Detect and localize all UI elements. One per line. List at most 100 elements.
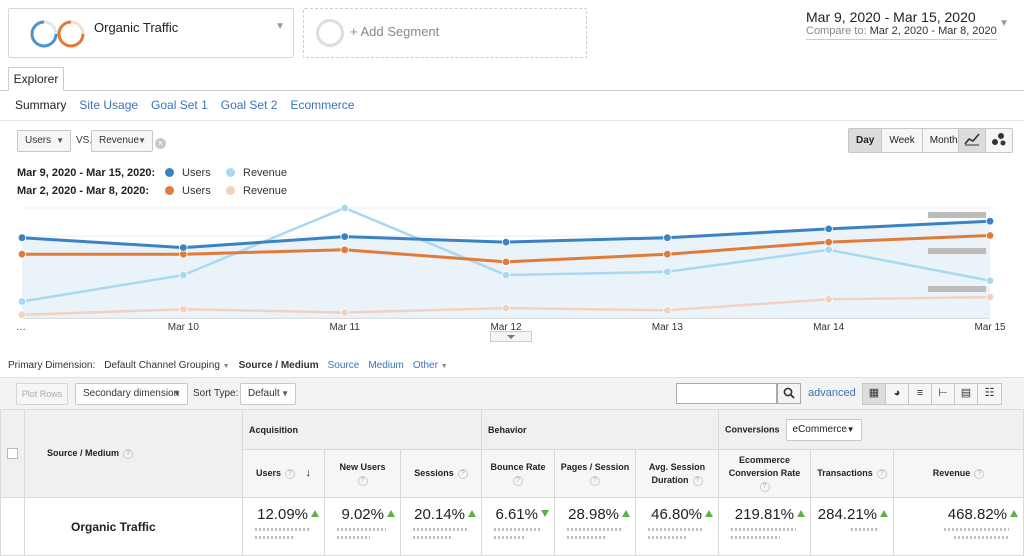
date-range-main[interactable]: Mar 9, 2020 - Mar 15, 2020 bbox=[806, 9, 976, 25]
metric1-select[interactable]: Users ▼ bbox=[17, 130, 71, 152]
chart-collapse-handle[interactable] bbox=[490, 331, 532, 343]
data-point bbox=[824, 224, 833, 234]
cell-pages-session: 28.98% bbox=[554, 497, 636, 556]
pivot-view-icon[interactable]: ☷ bbox=[978, 384, 1001, 404]
legend-revenue-current[interactable]: Revenue bbox=[226, 167, 287, 179]
add-segment-button[interactable]: + Add Segment bbox=[303, 8, 587, 58]
legend-users-current[interactable]: Users bbox=[165, 167, 211, 179]
col-users[interactable]: Users? ↓ bbox=[242, 449, 325, 498]
sort-down-icon: ↓ bbox=[305, 467, 312, 479]
help-icon[interactable]: ? bbox=[123, 449, 134, 459]
advanced-filter-link[interactable]: advanced bbox=[808, 387, 856, 399]
default-channel-grouping[interactable]: Default Channel Grouping ▼ bbox=[104, 360, 229, 371]
performance-view-icon[interactable]: ≡ bbox=[909, 384, 932, 404]
redacted-value bbox=[954, 536, 1009, 539]
data-point bbox=[501, 237, 511, 247]
col-transactions[interactable]: Transactions? bbox=[810, 449, 894, 498]
help-icon[interactable]: ? bbox=[692, 475, 703, 486]
col-avg-session-duration[interactable]: Avg. Session Duration? bbox=[635, 449, 719, 498]
date-range-compare[interactable]: Compare to: Mar 2, 2020 - Mar 8, 2020 bbox=[806, 25, 997, 40]
compare-prefix: Compare to: bbox=[806, 25, 867, 37]
dimension-source-medium[interactable]: Source / Medium bbox=[238, 360, 319, 371]
conversions-select[interactable]: eCommerce ▼ bbox=[785, 418, 862, 441]
plot-rows-button[interactable]: Plot Rows bbox=[16, 383, 68, 405]
cell-revenue: 468.82% bbox=[893, 497, 1024, 556]
table-view-icon[interactable]: ▦ bbox=[863, 384, 886, 404]
data-point bbox=[179, 270, 188, 280]
cell-ecommerce-conversion-rate: 219.81% bbox=[718, 497, 811, 556]
help-icon[interactable]: ? bbox=[357, 475, 368, 486]
row-spacer bbox=[0, 497, 25, 556]
col-pages-session[interactable]: Pages / Session? bbox=[554, 449, 636, 498]
col-bounce-rate[interactable]: Bounce Rate? bbox=[481, 449, 555, 498]
divider bbox=[0, 120, 1024, 121]
line-chart-button[interactable] bbox=[959, 129, 986, 152]
data-point bbox=[663, 267, 672, 276]
table-search-input[interactable] bbox=[676, 383, 777, 404]
col-new-users[interactable]: New Users? bbox=[324, 449, 401, 498]
month-button[interactable]: Month bbox=[922, 129, 965, 152]
pct-change: 28.98% bbox=[568, 506, 619, 523]
tab-explorer[interactable]: Explorer bbox=[8, 67, 64, 91]
search-button[interactable] bbox=[777, 383, 801, 404]
dimension-header-label: Source / Medium bbox=[47, 448, 120, 458]
segment-organic-traffic[interactable]: Organic Traffic ▼ bbox=[8, 8, 294, 58]
help-icon[interactable]: ? bbox=[457, 469, 468, 479]
col-revenue[interactable]: Revenue? bbox=[893, 449, 1024, 498]
help-icon[interactable]: ? bbox=[759, 482, 770, 492]
day-button[interactable]: Day bbox=[849, 129, 883, 152]
motion-chart-button[interactable] bbox=[986, 129, 1012, 152]
redacted-value bbox=[944, 528, 1009, 531]
help-icon[interactable]: ? bbox=[974, 469, 985, 479]
chevron-down-icon[interactable]: ▼ bbox=[275, 21, 285, 32]
arrow-up-icon bbox=[622, 510, 630, 517]
help-icon[interactable]: ? bbox=[876, 469, 887, 479]
chevron-down-icon[interactable]: ▼ bbox=[999, 18, 1009, 29]
help-icon[interactable]: ? bbox=[285, 469, 295, 479]
legend-users-previous[interactable]: Users bbox=[165, 185, 211, 197]
legend-label: Users bbox=[182, 167, 211, 179]
dimension-other[interactable]: Other ▼ bbox=[413, 360, 448, 371]
data-point bbox=[501, 270, 511, 280]
data-point bbox=[985, 217, 995, 226]
x-tick-label: Mar 13 bbox=[652, 322, 684, 333]
week-button[interactable]: Week bbox=[882, 129, 923, 152]
pct-change: 20.14% bbox=[414, 506, 465, 523]
subtab-goal-set-2[interactable]: Goal Set 2 bbox=[220, 98, 278, 112]
subtab-site-usage[interactable]: Site Usage bbox=[79, 98, 139, 112]
help-icon[interactable]: ? bbox=[590, 475, 600, 486]
subtab-summary[interactable]: Summary bbox=[15, 98, 67, 112]
dimension-source[interactable]: Source bbox=[327, 360, 360, 371]
legend-revenue-previous[interactable]: Revenue bbox=[226, 185, 287, 197]
data-point bbox=[17, 310, 27, 319]
term-cloud-icon[interactable]: ▤ bbox=[955, 384, 978, 404]
pct-change: 9.02% bbox=[341, 506, 384, 523]
pie-view-icon[interactable]: ◕ bbox=[886, 384, 909, 404]
sort-type-select[interactable]: Default ▼ bbox=[240, 383, 296, 405]
secondary-dimension-select[interactable]: Secondary dimension ▼ bbox=[75, 383, 188, 405]
legend-label: Revenue bbox=[243, 185, 288, 197]
col-sessions[interactable]: Sessions? bbox=[400, 449, 482, 498]
data-point bbox=[824, 237, 833, 247]
legend-current-range: Mar 9, 2020 - Mar 15, 2020: bbox=[17, 167, 156, 179]
redacted-value bbox=[255, 528, 310, 531]
x-tick-label: Mar 11 bbox=[329, 322, 360, 333]
comparison-view-icon[interactable]: ⊢ bbox=[932, 384, 955, 404]
dimension-medium[interactable]: Medium bbox=[368, 360, 404, 371]
redacted-axis-label bbox=[928, 286, 986, 292]
metric2-select[interactable]: Revenue ▼ bbox=[91, 130, 153, 152]
subtab-goal-set-1[interactable]: Goal Set 1 bbox=[151, 98, 208, 112]
data-point bbox=[340, 203, 349, 213]
segment-title: Organic Traffic bbox=[94, 20, 179, 35]
caret-down-icon: ▼ bbox=[56, 136, 64, 145]
col-ecommerce-conversion-rate[interactable]: Ecommerce Conversion Rate? bbox=[718, 449, 811, 498]
help-icon[interactable]: ? bbox=[513, 475, 523, 486]
cell-bounce-rate: 6.61% bbox=[481, 497, 555, 556]
redacted-value bbox=[567, 536, 605, 539]
col-label: Sessions bbox=[414, 468, 454, 478]
row-label: Organic Traffic bbox=[24, 497, 243, 556]
remove-metric-icon[interactable]: × bbox=[155, 138, 166, 149]
pct-change: 468.82% bbox=[947, 506, 1007, 523]
subtab-ecommerce[interactable]: Ecommerce bbox=[290, 98, 355, 112]
select-all-checkbox[interactable] bbox=[7, 448, 18, 460]
